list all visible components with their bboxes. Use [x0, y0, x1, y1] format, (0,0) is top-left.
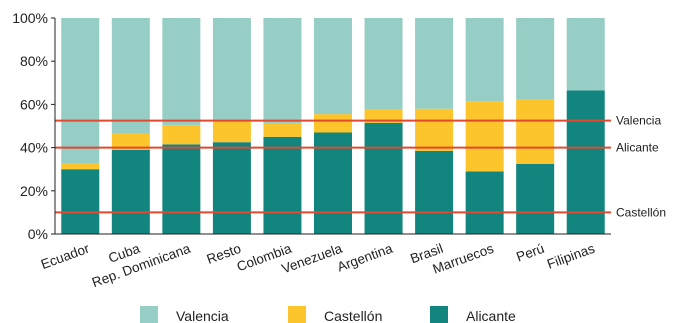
- bar-marruecos-castellon: [465, 101, 504, 172]
- x-category-label-rep-dominicana: Rep. Dominicana: [90, 241, 193, 291]
- bar-argentina-alicante: [364, 122, 403, 234]
- bar-ecuador-alicante: [61, 169, 100, 234]
- bar-cuba-alicante: [111, 149, 150, 234]
- legend-label-valencia: Valencia: [176, 308, 229, 323]
- reference-lines-layer: Valencia Alicante Castellón: [55, 114, 666, 219]
- bar-venezuela-castellon: [314, 114, 352, 133]
- bar-cuba-valencia: [111, 18, 150, 134]
- bar-peru-alicante: [516, 163, 555, 234]
- bar-rep-dominicana-valencia: [162, 18, 201, 125]
- legend-swatch-castellon: [288, 306, 306, 323]
- y-tick-label: 40%: [20, 140, 48, 156]
- bar-ecuador-castellon: [61, 163, 100, 170]
- bar-filipinas-valencia: [566, 18, 605, 91]
- y-tick-label: 0%: [28, 226, 48, 242]
- x-category-label-peru: Perú: [514, 241, 546, 265]
- bar-cuba-castellon: [111, 133, 150, 150]
- bar-brasil-alicante: [415, 150, 454, 234]
- bars-layer: [61, 18, 605, 234]
- reference-line-label-alicante: Alicante: [616, 141, 659, 155]
- legend-label-alicante: Alicante: [466, 308, 516, 323]
- bar-argentina-valencia: [364, 18, 403, 110]
- bar-colombia-valencia: [263, 18, 302, 124]
- bar-rep-dominicana-alicante: [162, 144, 201, 234]
- bar-marruecos-alicante: [465, 171, 504, 234]
- bar-brasil-castellon: [415, 108, 454, 151]
- bar-rep-dominicana-castellon: [162, 124, 201, 145]
- y-tick-label: 20%: [20, 183, 48, 199]
- bar-brasil-valencia: [415, 18, 454, 109]
- bar-argentina-castellon: [364, 109, 403, 123]
- reference-line-label-castellon: Castellón: [616, 205, 666, 219]
- legend-swatch-alicante: [430, 306, 448, 323]
- bar-colombia-castellon: [263, 123, 302, 137]
- bar-peru-valencia: [516, 18, 555, 99]
- bar-filipinas-alicante: [566, 90, 605, 234]
- y-tick-label: 100%: [12, 10, 48, 26]
- bar-resto-castellon: [212, 120, 251, 143]
- legend-swatch-valencia: [140, 306, 158, 323]
- bar-ecuador-valencia: [61, 18, 100, 164]
- x-category-label-filipinas: Filipinas: [545, 241, 597, 272]
- bar-marruecos-valencia: [465, 18, 504, 102]
- bar-peru-castellon: [516, 99, 555, 164]
- x-category-label-argentina: Argentina: [335, 241, 395, 275]
- bar-colombia-alicante: [263, 136, 302, 234]
- bar-resto-valencia: [212, 18, 251, 121]
- x-category-label-ecuador: Ecuador: [39, 241, 92, 272]
- reference-line-label-valencia: Valencia: [616, 114, 661, 128]
- bar-venezuela-alicante: [314, 132, 352, 234]
- bar-venezuela-valencia: [314, 18, 352, 115]
- legend: Valencia Castellón Alicante: [140, 306, 516, 323]
- bar-resto-alicante: [212, 142, 251, 234]
- legend-label-castellon: Castellón: [324, 308, 382, 323]
- y-tick-label: 80%: [20, 53, 48, 69]
- y-tick-label: 60%: [20, 96, 48, 112]
